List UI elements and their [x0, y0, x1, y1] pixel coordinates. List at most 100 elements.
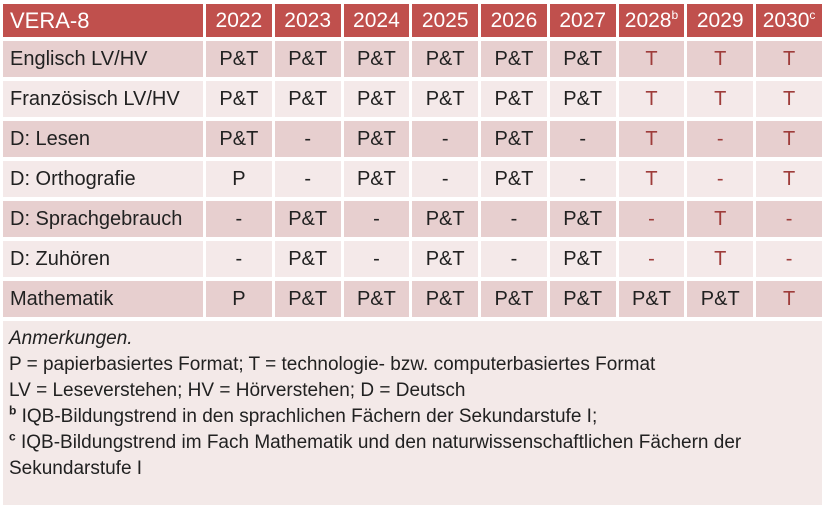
table-title: VERA-8 [3, 4, 203, 37]
cell-value: P&T [206, 121, 272, 157]
year-header-2030: 2030c [756, 4, 822, 37]
footnote-marker-b: b [671, 7, 679, 22]
row-label: Französisch LV/HV [3, 81, 203, 117]
cell-value: T [756, 161, 822, 197]
cell-value: - [756, 201, 822, 237]
table-row: D: Sprachgebrauch - P&T - P&T - P&T - T - [3, 201, 822, 237]
table-row: D: Lesen P&T - P&T - P&T - T - T [3, 121, 822, 157]
cell-value: - [206, 241, 272, 277]
cell-value: - [481, 241, 547, 277]
cell-value: T [687, 41, 754, 77]
row-label: D: Lesen [3, 121, 203, 157]
year-header-2022: 2022 [206, 4, 272, 37]
cell-value: P&T [274, 201, 341, 237]
cell-value: P&T [549, 41, 616, 77]
year-header-2024: 2024 [343, 4, 410, 37]
cell-value: P&T [343, 161, 410, 197]
footnote-b-text: IQB-Bildungstrend in den sprachlichen Fä… [16, 406, 598, 427]
vera8-schedule-table: VERA-8 2022 2023 2024 2025 2026 2027 2028b 2029 2… [3, 4, 822, 317]
cell-value: P&T [481, 41, 547, 77]
year-header-2029: 2029 [687, 4, 754, 37]
cell-value: P&T [481, 121, 547, 157]
cell-value: - [687, 121, 754, 157]
cell-value: P&T [274, 281, 341, 317]
footnote-c-text: IQB-Bildungstrend im Fach Mathematik und… [9, 432, 742, 479]
row-label: D: Zuhören [3, 241, 203, 277]
row-label: Mathematik [3, 281, 203, 317]
cell-value: T [687, 201, 754, 237]
cell-value: P&T [618, 281, 685, 317]
cell-value: - [412, 121, 479, 157]
cell-value: P [206, 161, 272, 197]
cell-value: - [343, 241, 410, 277]
cell-value: - [206, 201, 272, 237]
cell-value: P&T [687, 281, 754, 317]
notes-heading: Anmerkungen. [9, 328, 133, 349]
year-header-2028: 2028b [618, 4, 685, 37]
table-body: Englisch LV/HV P&T P&T P&T P&T P&T P&T T T T Franz… [3, 41, 822, 317]
year-header-2025: 2025 [412, 4, 479, 37]
cell-value: P&T [412, 81, 479, 117]
cell-value: P&T [274, 81, 341, 117]
cell-value: T [756, 41, 822, 77]
cell-value: P&T [412, 41, 479, 77]
cell-value: P&T [549, 81, 616, 117]
note-abbreviation-legend: LV = Leseverstehen; HV = Hörverstehen; D… [9, 380, 466, 401]
cell-value: T [756, 81, 822, 117]
cell-value: T [618, 161, 685, 197]
cell-value: - [274, 121, 341, 157]
cell-value: P&T [274, 41, 341, 77]
cell-value: P&T [481, 281, 547, 317]
cell-value: T [687, 241, 754, 277]
notes-section: Anmerkungen. P = papierbasiertes Format;… [3, 321, 822, 505]
note-footnote-b: b IQB-Bildungstrend in den sprachlichen … [9, 404, 814, 430]
cell-value: T [687, 81, 754, 117]
cell-value: - [343, 201, 410, 237]
table-row: D: Zuhören - P&T - P&T - P&T - T - [3, 241, 822, 277]
cell-value: P&T [412, 201, 479, 237]
cell-value: - [274, 161, 341, 197]
footnote-marker-c: c [809, 7, 816, 22]
cell-value: - [687, 161, 754, 197]
table-row: Englisch LV/HV P&T P&T P&T P&T P&T P&T T T T [3, 41, 822, 77]
footnote-b-marker: b [9, 403, 17, 418]
row-label: Englisch LV/HV [3, 41, 203, 77]
cell-value: P&T [343, 81, 410, 117]
year-header-2027: 2027 [549, 4, 616, 37]
cell-value: T [618, 121, 685, 157]
cell-value: P&T [549, 281, 616, 317]
cell-value: - [618, 241, 685, 277]
cell-value: - [618, 201, 685, 237]
cell-value: P&T [343, 41, 410, 77]
cell-value: T [756, 281, 822, 317]
cell-value: P&T [206, 81, 272, 117]
table-row: Französisch LV/HV P&T P&T P&T P&T P&T P&T T T T [3, 81, 822, 117]
cell-value: P&T [412, 281, 479, 317]
cell-value: P&T [412, 241, 479, 277]
cell-value: P [206, 281, 272, 317]
row-label: D: Sprachgebrauch [3, 201, 203, 237]
year-header-2026: 2026 [481, 4, 547, 37]
cell-value: P&T [343, 281, 410, 317]
cell-value: - [481, 201, 547, 237]
cell-value: - [756, 241, 822, 277]
row-label: D: Orthografie [3, 161, 203, 197]
cell-value: P&T [481, 161, 547, 197]
cell-value: - [412, 161, 479, 197]
cell-value: P&T [549, 241, 616, 277]
cell-value: - [549, 121, 616, 157]
cell-value: P&T [549, 201, 616, 237]
year-header-2023: 2023 [274, 4, 341, 37]
note-footnote-c: c IQB-Bildungstrend im Fach Mathematik u… [9, 430, 814, 482]
cell-value: - [549, 161, 616, 197]
note-format-legend: P = papierbasiertes Format; T = technolo… [9, 354, 656, 375]
cell-value: T [618, 41, 685, 77]
cell-value: P&T [274, 241, 341, 277]
table-row: D: Orthografie P - P&T - P&T - T - T [3, 161, 822, 197]
cell-value: T [618, 81, 685, 117]
header-row: VERA-8 2022 2023 2024 2025 2026 2027 2028b 2029 2… [3, 4, 822, 37]
cell-value: P&T [343, 121, 410, 157]
footnote-c-marker: c [9, 429, 16, 444]
cell-value: P&T [206, 41, 272, 77]
